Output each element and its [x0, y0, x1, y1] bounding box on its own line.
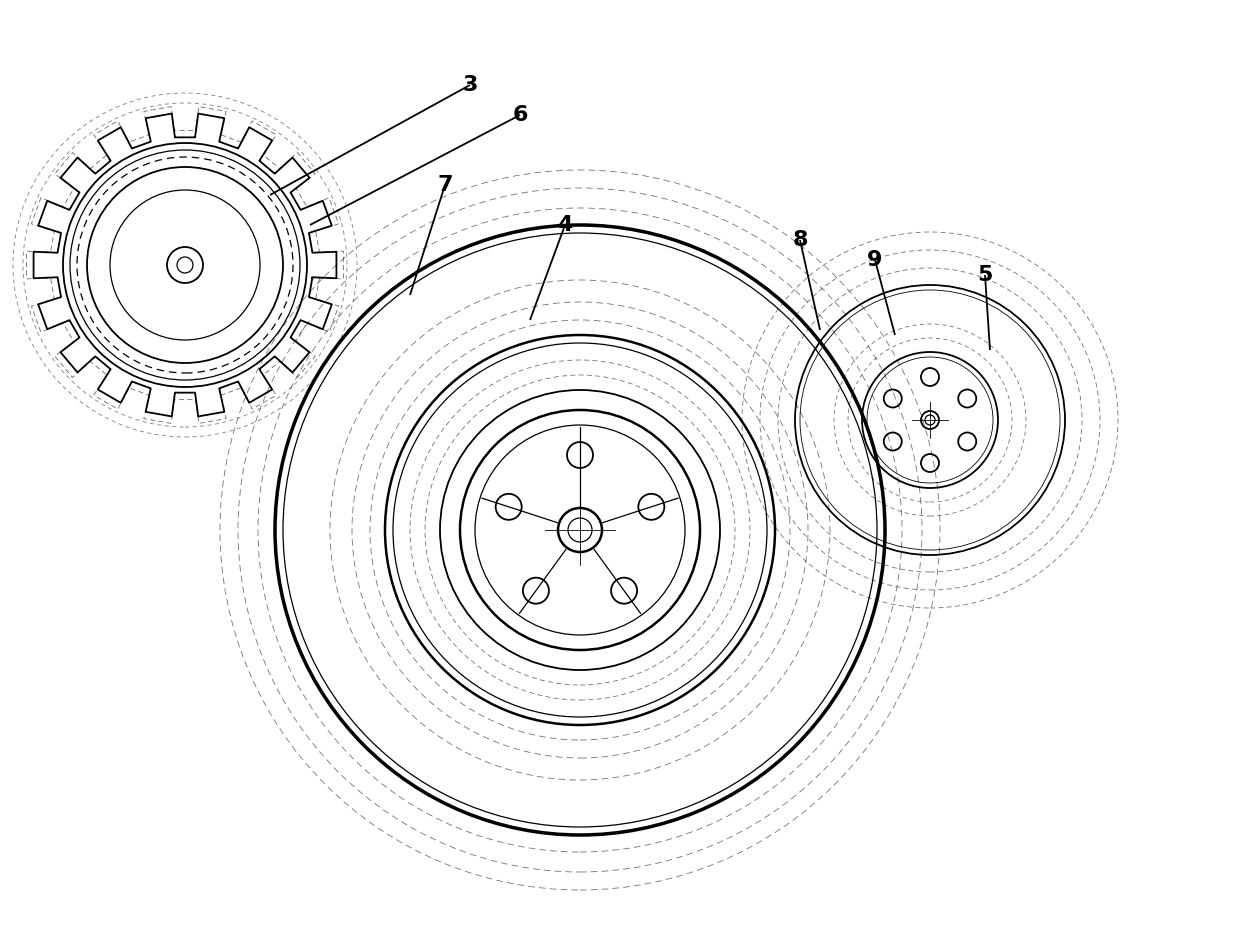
Text: 6: 6 — [512, 105, 528, 125]
Text: 5: 5 — [977, 265, 993, 285]
Text: 3: 3 — [463, 75, 477, 95]
Text: 7: 7 — [438, 175, 453, 195]
Text: 9: 9 — [867, 250, 883, 270]
Text: 8: 8 — [792, 230, 807, 250]
Text: 4: 4 — [557, 215, 573, 235]
